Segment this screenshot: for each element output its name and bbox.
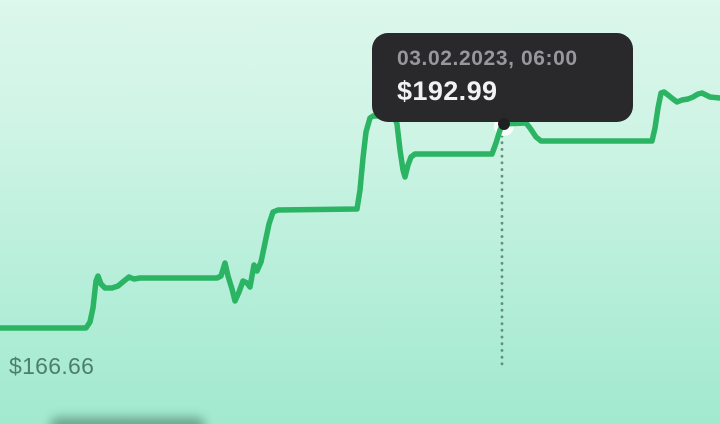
- price-line: [0, 89, 720, 331]
- min-price-label: $166.66: [9, 353, 95, 379]
- tooltip-price-label: $192.99: [397, 76, 498, 106]
- tooltip-date-label: 03.02.2023, 06:00: [397, 47, 578, 70]
- price-tooltip: 03.02.2023, 06:00 $192.99: [372, 33, 633, 122]
- bottom-cutoff-element: [50, 417, 205, 424]
- scrub-marker-dot[interactable]: [498, 118, 510, 130]
